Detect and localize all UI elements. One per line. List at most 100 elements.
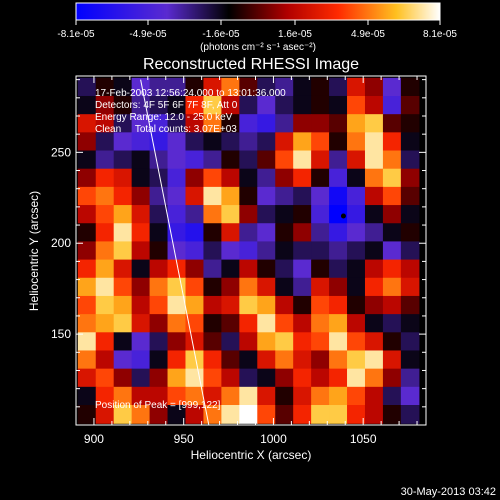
heatmap-cell bbox=[221, 277, 240, 297]
heatmap-cell bbox=[311, 95, 330, 115]
heatmap-cell bbox=[257, 295, 276, 315]
heatmap-cell bbox=[131, 386, 151, 406]
heatmap-cell bbox=[275, 259, 294, 279]
heatmap-cell bbox=[77, 150, 97, 170]
heatmap-cell bbox=[293, 168, 312, 188]
heatmap-cell bbox=[239, 332, 258, 352]
heatmap-cell bbox=[239, 241, 258, 261]
heatmap-cell bbox=[329, 168, 348, 188]
heatmap-cell bbox=[275, 332, 294, 352]
heatmap-cell bbox=[131, 295, 151, 315]
heatmap-cell bbox=[131, 114, 151, 133]
heatmap-cell bbox=[293, 186, 312, 206]
x-axis-label: Heliocentric X (arcsec) bbox=[191, 448, 312, 462]
heatmap-cell bbox=[400, 350, 420, 370]
heatmap-cell bbox=[131, 259, 151, 279]
heatmap-cell bbox=[364, 77, 384, 97]
heatmap-cell bbox=[364, 95, 384, 115]
heatmap-cell bbox=[347, 295, 366, 315]
heatmap-cell bbox=[382, 168, 402, 188]
heatmap-cell bbox=[293, 205, 312, 224]
colorbar-tick-label: -8.1e-05 bbox=[57, 29, 95, 40]
y-tick-label: 150 bbox=[51, 327, 71, 341]
heatmap-cell bbox=[203, 223, 222, 243]
heatmap-cell bbox=[149, 114, 169, 133]
heatmap-cell bbox=[221, 168, 240, 188]
heatmap-cell bbox=[293, 223, 312, 243]
heatmap-cell bbox=[257, 205, 276, 224]
heatmap-cell bbox=[131, 350, 151, 370]
heatmap-cell bbox=[382, 350, 402, 370]
heatmap-cell bbox=[293, 114, 312, 133]
heatmap-cell bbox=[382, 368, 402, 388]
heatmap-cell bbox=[167, 205, 187, 224]
heatmap-cell bbox=[347, 241, 366, 261]
heatmap-cell bbox=[95, 259, 115, 279]
heatmap-cell bbox=[185, 277, 205, 297]
heatmap-cell bbox=[113, 186, 133, 206]
y-tick-label: 200 bbox=[51, 236, 71, 250]
heatmap-cell bbox=[167, 114, 187, 133]
info-line: Detectors: 4F 5F 6F 7F 8F, Att 0 bbox=[95, 100, 238, 111]
colorbar-unit-label: (photons cm⁻² s⁻¹ asec⁻²) bbox=[200, 42, 316, 53]
heatmap-cell bbox=[257, 114, 276, 133]
heatmap-cell bbox=[131, 186, 151, 206]
heatmap-cell bbox=[400, 386, 420, 406]
heatmap-cell bbox=[203, 95, 222, 115]
heatmap-cell bbox=[203, 241, 222, 261]
heatmap-cell bbox=[221, 150, 240, 170]
heatmap-cell bbox=[95, 386, 115, 406]
heatmap-cell bbox=[113, 368, 133, 388]
peak-position-label: Position of Peak = [999,122] bbox=[95, 400, 221, 411]
colorbar-tick-label: -4.9e-05 bbox=[129, 29, 167, 40]
heatmap-cell bbox=[347, 95, 366, 115]
heatmap-cell bbox=[131, 205, 151, 224]
heatmap-cell bbox=[275, 405, 294, 424]
heatmap-cell bbox=[257, 223, 276, 243]
heatmap-cell bbox=[347, 350, 366, 370]
heatmap-cell bbox=[311, 132, 330, 152]
heatmap-cell bbox=[221, 295, 240, 315]
heatmap-cell bbox=[275, 205, 294, 224]
heatmap-cell bbox=[382, 405, 402, 424]
heatmap-cell bbox=[257, 350, 276, 370]
heatmap-cell bbox=[364, 295, 384, 315]
heatmap-cell bbox=[311, 241, 330, 261]
heatmap-cell bbox=[77, 241, 97, 261]
heatmap-cell bbox=[95, 95, 115, 115]
heatmap-cell bbox=[149, 332, 169, 352]
x-tick-label: 1050 bbox=[350, 432, 377, 446]
heatmap-cell bbox=[311, 295, 330, 315]
heatmap-cell bbox=[221, 350, 240, 370]
heatmap-cell bbox=[239, 368, 258, 388]
heatmap-cell bbox=[113, 386, 133, 406]
heatmap-cell bbox=[131, 150, 151, 170]
heatmap-cell bbox=[167, 332, 187, 352]
heatmap-cell bbox=[257, 277, 276, 297]
heatmap-cell bbox=[149, 386, 169, 406]
heatmap-cell bbox=[113, 205, 133, 224]
heatmap-cell bbox=[329, 241, 348, 261]
heatmap-cell bbox=[364, 114, 384, 133]
heatmap-cell bbox=[239, 114, 258, 133]
x-tick-label: 950 bbox=[174, 432, 194, 446]
heatmap-cell bbox=[311, 277, 330, 297]
x-tick-label: 1000 bbox=[260, 432, 287, 446]
heatmap-cell bbox=[400, 368, 420, 388]
heatmap-cell bbox=[131, 223, 151, 243]
heatmap-cell bbox=[275, 295, 294, 315]
heatmap-cell bbox=[149, 77, 169, 97]
info-line: Energy Range: 12.0 - 25.0 keV bbox=[95, 112, 233, 123]
heatmap-cell bbox=[400, 259, 420, 279]
heatmap-cell bbox=[364, 223, 384, 243]
heatmap-cell bbox=[221, 223, 240, 243]
heatmap-cell bbox=[77, 314, 97, 333]
heatmap-cell bbox=[167, 405, 187, 424]
heatmap-cell bbox=[400, 150, 420, 170]
heatmap-cell bbox=[329, 314, 348, 333]
heatmap-cell bbox=[167, 150, 187, 170]
heatmap-cell bbox=[293, 132, 312, 152]
heatmap-cell bbox=[95, 241, 115, 261]
heatmap-cell bbox=[275, 386, 294, 406]
heatmap-cell bbox=[275, 114, 294, 133]
